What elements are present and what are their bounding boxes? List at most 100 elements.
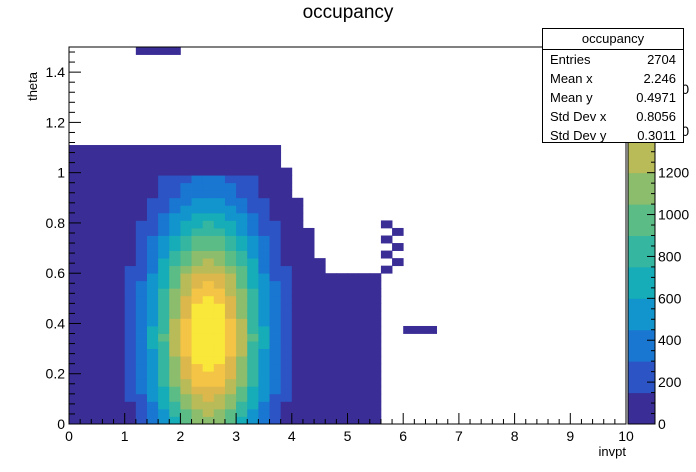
heatmap-cell: [314, 333, 326, 342]
heatmap-cell: [314, 371, 326, 380]
heatmap-cell: [102, 303, 114, 312]
heatmap-cell: [146, 243, 159, 251]
heatmap-cell: [169, 378, 181, 387]
heatmap-cell: [247, 416, 259, 425]
heatmap-cell: [369, 303, 382, 312]
heatmap-cell: [91, 167, 103, 176]
heatmap-cell: [302, 273, 315, 282]
heatmap-cell: [146, 356, 159, 365]
heatmap-cell: [213, 182, 226, 191]
heatmap-cell: [146, 145, 159, 153]
x-tick-label: 3: [232, 428, 240, 444]
stats-row-std-y: Std Dev y 0.3011: [543, 126, 683, 145]
heatmap-cell: [169, 145, 181, 153]
heatmap-cell: [358, 318, 371, 327]
heatmap-cell: [247, 152, 259, 161]
heatmap-cell: [347, 325, 360, 334]
heatmap-cell: [124, 318, 137, 327]
heatmap-cell: [213, 318, 226, 327]
heatmap-cell: [347, 401, 360, 410]
heatmap-cell: [202, 227, 215, 236]
heatmap-cell: [146, 295, 159, 304]
heatmap-cell: [302, 243, 315, 251]
heatmap-cell: [213, 220, 226, 229]
heatmap-cell: [180, 333, 192, 342]
heatmap-cell: [146, 227, 159, 236]
heatmap-cell: [224, 160, 237, 169]
heatmap-cell: [291, 265, 304, 274]
heatmap-cell: [213, 167, 226, 176]
color-bar-segment: [628, 392, 655, 425]
heatmap-cell: [236, 356, 248, 365]
heatmap-cell: [280, 303, 293, 312]
heatmap-cell: [135, 401, 148, 410]
heatmap-cell: [169, 401, 181, 410]
heatmap-cell: [102, 273, 114, 282]
heatmap-cell: [158, 258, 170, 267]
heatmap-cell: [135, 356, 148, 365]
heatmap-cell: [169, 408, 181, 417]
heatmap-cell: [369, 401, 382, 410]
heatmap-cell: [80, 205, 92, 214]
heatmap-cell: [102, 363, 114, 372]
heatmap-cell: [158, 243, 170, 251]
heatmap-cell: [80, 235, 92, 244]
heatmap-cell: [146, 265, 159, 274]
heatmap-cell: [236, 288, 248, 297]
y-axis: 0 0.2 0.4 0.6 0.8 1 1.2 1.4: [46, 51, 81, 432]
heatmap-cell: [113, 160, 126, 169]
heatmap-cell: [135, 258, 148, 267]
heatmap-cell: [291, 408, 304, 417]
heatmap-cell: [69, 265, 81, 274]
heatmap-cell: [269, 325, 282, 334]
heatmap-cell: [280, 288, 293, 297]
heatmap-cell: [158, 205, 170, 214]
heatmap-cell: [258, 182, 270, 191]
heatmap-cell: [113, 258, 126, 267]
heatmap-cell: [146, 258, 159, 267]
heatmap-cell: [236, 175, 248, 184]
heatmap-cell: [169, 235, 181, 244]
heatmap-cell: [91, 160, 103, 169]
heatmap-cell: [158, 295, 170, 304]
heatmap-cell: [91, 288, 103, 297]
heatmap-cell: [158, 145, 170, 153]
heatmap-cell: [169, 295, 181, 304]
heatmap-cell: [135, 303, 148, 312]
heatmap-cell: [358, 348, 371, 357]
heatmap-cell: [314, 341, 326, 349]
heatmap-cell: [347, 273, 360, 282]
heatmap-cell: [213, 288, 226, 297]
heatmap-cell: [202, 145, 215, 153]
heatmap-cell: [258, 401, 270, 410]
heatmap-cell: [336, 303, 348, 312]
heatmap-cell: [280, 386, 293, 395]
x-tick-label: 0: [65, 428, 73, 444]
heatmap-cell: [169, 393, 181, 402]
heatmap-cell: [180, 152, 192, 161]
heatmap-cell: [269, 227, 282, 236]
heatmap-cell: [336, 393, 348, 402]
heatmap-cell: [91, 227, 103, 236]
heatmap-cell: [146, 401, 159, 410]
heatmap-cell: [213, 303, 226, 312]
heatmap-cell: [247, 167, 259, 176]
heatmap-cell: [369, 378, 382, 387]
heatmap-cell: [91, 356, 103, 365]
heatmap-cell: [258, 220, 270, 229]
heatmap-cell: [247, 160, 259, 169]
heatmap-cell: [191, 152, 204, 161]
heatmap-cell: [191, 145, 204, 153]
heatmap-cell: [224, 182, 237, 191]
heatmap-cell: [191, 197, 204, 206]
heatmap-cell: [247, 258, 259, 267]
heatmap-cell: [169, 356, 181, 365]
heatmap-cell: [135, 227, 148, 236]
heatmap-cell: [314, 393, 326, 402]
heatmap-cell: [202, 265, 215, 274]
heatmap-cell: [291, 205, 304, 214]
heatmap-cell: [247, 393, 259, 402]
x-tick-label: 8: [511, 428, 519, 444]
heatmap-cell: [80, 160, 92, 169]
heatmap-cell: [158, 303, 170, 312]
